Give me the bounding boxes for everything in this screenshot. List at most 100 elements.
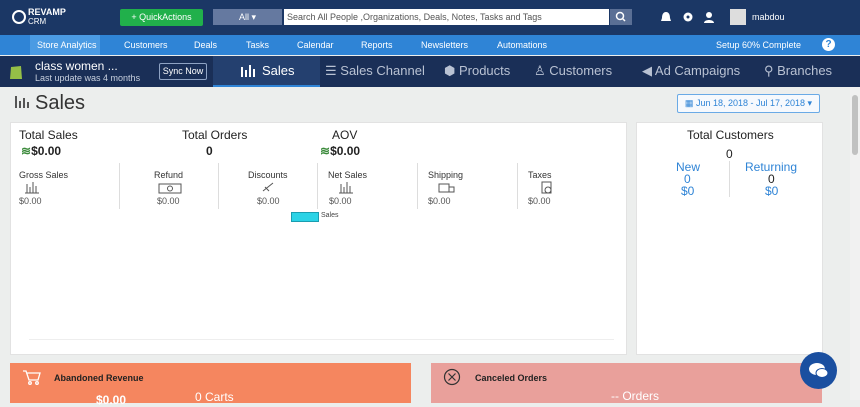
metric-value: $0.00 <box>428 196 451 206</box>
nav-item[interactable]: Store Analytics <box>37 40 97 50</box>
canceled-title: Canceled Orders <box>475 373 548 383</box>
main-nav: Store Analytics Customers Deals Tasks Ca… <box>0 35 860 55</box>
scroll-thumb[interactable] <box>852 95 858 155</box>
nav-item[interactable]: Tasks <box>246 40 270 50</box>
new-count: 0 <box>684 172 691 186</box>
setup-progress[interactable]: Setup 60% Complete <box>716 40 802 50</box>
summary-value-text: $0.00 <box>330 144 361 158</box>
abandoned-carts: 0 Carts <box>195 390 234 404</box>
cart-icon <box>23 370 41 385</box>
returning-value: $0 <box>765 184 779 198</box>
divider <box>517 163 518 209</box>
sync-button[interactable]: Sync Now <box>159 63 207 80</box>
title-icon <box>15 96 29 108</box>
tab-label: Branches <box>777 63 833 78</box>
active-tab-bg <box>213 56 320 87</box>
active-nav-bg <box>30 35 100 55</box>
returning-label: Returning <box>745 160 798 174</box>
metric-label: Refund <box>154 170 184 180</box>
metric-icons <box>25 181 552 194</box>
tab[interactable]: ⬢ Products <box>444 63 511 78</box>
metric-label: Net Sales <box>328 170 368 180</box>
tab[interactable]: ◀ Ad Campaigns <box>642 63 741 78</box>
new-value: $0 <box>681 184 695 198</box>
cancel-icon <box>443 368 461 386</box>
tab[interactable]: ♙ Customers <box>534 63 613 78</box>
quick-actions-label: QuickActions <box>139 12 192 22</box>
search-input[interactable]: Search All People ,Organizations, Deals,… <box>284 9 609 25</box>
chart-baseline <box>29 339 614 340</box>
metric-label: Gross Sales <box>19 170 69 180</box>
date-range: Jun 18, 2018 - Jul 17, 2018 <box>695 98 806 108</box>
metric-value: $0.00 <box>257 196 280 206</box>
scrollbar[interactable] <box>850 87 860 400</box>
divider <box>729 161 730 197</box>
abandoned-title: Abandoned Revenue <box>54 373 144 383</box>
quick-actions-button[interactable]: + QuickActions <box>120 9 203 26</box>
tab[interactable]: ⚲ Branches <box>764 63 833 78</box>
money-icon: ≋ <box>21 144 32 158</box>
abandoned-card: Abandoned Revenue $0.00 0 Carts <box>10 363 411 407</box>
nav-item[interactable]: Newsletters <box>421 40 469 50</box>
customers-title: Total Customers <box>687 128 774 142</box>
new-label: New <box>676 160 701 174</box>
metric-label: Discounts <box>248 170 288 180</box>
nav-item[interactable]: Calendar <box>297 40 334 50</box>
legend-swatch <box>291 212 319 222</box>
metric-label: Taxes <box>528 170 552 180</box>
sales-card: Total Sales ≋$0.00 Total Orders 0 AOV ≋$… <box>10 122 627 355</box>
search-button[interactable] <box>610 9 632 25</box>
divider <box>119 163 120 209</box>
search-scope-label: All <box>238 12 249 22</box>
summary-value: 0 <box>206 144 213 158</box>
customers-card: Total Customers 0 New 0 $0 Returning 0 $… <box>636 122 823 355</box>
tab[interactable]: Sales <box>262 63 295 78</box>
logo: REVAMP <box>28 7 66 17</box>
divider <box>218 163 219 209</box>
page-title: Sales <box>35 92 86 114</box>
shopify-icon <box>10 66 22 79</box>
canceled-orders: -- Orders <box>611 389 659 403</box>
money-icon: ≋ <box>320 144 331 158</box>
abandoned-value: $0.00 <box>96 393 127 407</box>
store-name: class women ... <box>35 59 118 73</box>
nav-item[interactable]: Automations <box>497 40 548 50</box>
metric-value: $0.00 <box>19 196 42 206</box>
header-icons[interactable] <box>660 10 730 26</box>
summary-label: Total Sales <box>19 128 78 142</box>
chat-icon <box>809 363 829 378</box>
legend-label: Sales <box>321 212 339 219</box>
nav-item[interactable]: Deals <box>194 40 218 50</box>
metric-value: $0.00 <box>157 196 180 206</box>
search-icon <box>615 11 626 22</box>
logo-sub: CRM <box>28 17 47 26</box>
returning-count: 0 <box>768 172 775 186</box>
store-bar: class women ... Last update was 4 months… <box>0 56 860 87</box>
user-name[interactable]: mabdou <box>752 12 785 22</box>
divider <box>317 163 318 209</box>
tab-label: Products <box>458 63 511 78</box>
avatar[interactable] <box>730 9 746 25</box>
tab-label: Ad Campaigns <box>654 63 741 78</box>
store-updated: Last update was 4 months <box>35 73 141 83</box>
summary-label: Total Orders <box>182 128 248 142</box>
tab[interactable]: ☰ Sales Channel <box>325 63 425 78</box>
summary-value: ≋$0.00 <box>21 144 61 158</box>
tab-label: Customers <box>549 63 613 78</box>
help-icon[interactable]: ? <box>822 38 835 51</box>
divider <box>417 163 418 209</box>
canceled-card: Canceled Orders -- Orders <box>431 363 822 403</box>
metric-value: $0.00 <box>528 196 551 206</box>
nav-item[interactable]: Reports <box>361 40 393 50</box>
metric-value: $0.00 <box>329 196 352 206</box>
date-range-picker[interactable]: ▦ Jun 18, 2018 - Jul 17, 2018 ▾ <box>677 94 820 113</box>
logo-icon <box>12 10 26 24</box>
summary-value: ≋$0.00 <box>320 144 360 158</box>
chat-button[interactable] <box>800 352 837 389</box>
metric-label: Shipping <box>428 170 464 180</box>
search-scope[interactable]: All ▾ <box>213 9 282 25</box>
summary-label: AOV <box>332 128 358 142</box>
nav-item[interactable]: Customers <box>124 40 168 50</box>
